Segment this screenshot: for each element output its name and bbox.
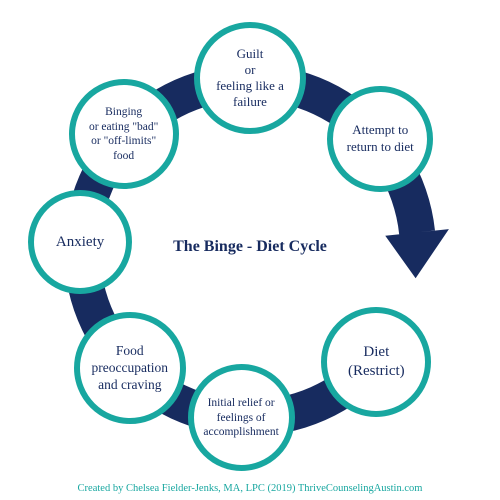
cycle-node-guilt: Guilt or feeling like a failure	[194, 22, 306, 134]
cycle-node-return: Attempt to return to diet	[327, 86, 433, 192]
cycle-node-label: Guilt or feeling like a failure	[216, 46, 284, 111]
cycle-node-anxiety: Anxiety	[28, 190, 132, 294]
cycle-node-label: Food preoccupation and craving	[92, 343, 168, 394]
cycle-node-label: Anxiety	[56, 233, 104, 252]
credit-text: Created by Chelsea Fielder-Jenks, MA, LP…	[78, 483, 423, 494]
cycle-node-label: Diet (Restrict)	[348, 343, 405, 381]
cycle-node-label: Attempt to return to diet	[347, 122, 414, 155]
cycle-node-label: Binging or eating "bad" or "off-limits" …	[89, 105, 158, 163]
cycle-node-relief: Initial relief or feelings of accomplish…	[188, 364, 295, 471]
credit-line: Created by Chelsea Fielder-Jenks, MA, LP…	[0, 483, 500, 494]
title-text: The Binge - Diet Cycle	[173, 238, 327, 255]
diagram-stage: The Binge - Diet Cycle Guilt or feeling …	[0, 0, 500, 500]
cycle-node-label: Initial relief or feelings of accomplish…	[203, 396, 278, 439]
diagram-title: The Binge - Diet Cycle	[140, 238, 360, 256]
cycle-node-diet: Diet (Restrict)	[321, 307, 431, 417]
cycle-node-binge: Binging or eating "bad" or "off-limits" …	[69, 79, 179, 189]
cycle-node-preoccupy: Food preoccupation and craving	[74, 312, 186, 424]
